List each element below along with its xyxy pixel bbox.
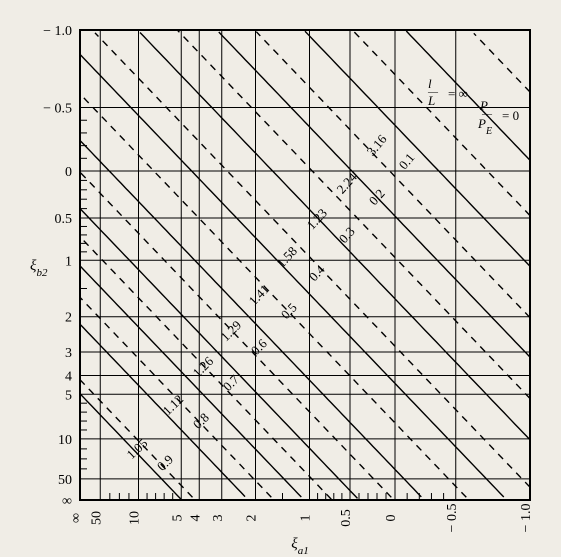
dashed-curve	[354, 32, 530, 216]
svg-text:1: 1	[299, 515, 314, 522]
svg-text:∞: ∞	[62, 494, 72, 509]
dashed-curve	[474, 33, 530, 92]
svg-text:50: 50	[58, 473, 72, 488]
svg-text:0.5: 0.5	[339, 509, 354, 527]
header-label: L	[427, 93, 435, 108]
curve-label: 1.41	[245, 281, 272, 308]
curve-label: 0.5	[278, 300, 300, 322]
header-labels: l—L= ∞P—PE= 0	[427, 76, 519, 137]
svg-text:− 0.5: − 0.5	[43, 102, 72, 117]
solid-curve	[80, 209, 358, 499]
svg-text:1: 1	[65, 254, 72, 269]
svg-text:0.5: 0.5	[55, 212, 73, 227]
solid-curve	[406, 31, 530, 160]
svg-text:5: 5	[65, 388, 72, 403]
curve-label: 3.16	[363, 131, 389, 158]
curve-label: 1.05	[123, 435, 150, 461]
solid-curve	[80, 266, 301, 497]
curve-label: 1.12	[159, 391, 186, 418]
svg-text:3: 3	[211, 515, 226, 522]
header-label: = 0	[502, 108, 519, 123]
y-axis-label: ξb2	[30, 258, 48, 279]
curve-label: 0.1	[396, 150, 418, 172]
svg-text:− 1.0: − 1.0	[43, 24, 72, 39]
curve-label: 1.58	[273, 243, 299, 270]
svg-text:4: 4	[188, 515, 203, 522]
curve-label: 0.9	[154, 452, 176, 474]
curve-label: 1.23	[303, 205, 329, 232]
dashed-curve	[256, 32, 530, 318]
curve-label: 0.3	[336, 224, 358, 246]
curve-label: 0.6	[248, 335, 270, 357]
svg-text:4: 4	[65, 369, 72, 384]
x-axis-label: ξa1	[291, 536, 308, 557]
svg-text:0: 0	[65, 165, 72, 180]
svg-text:2: 2	[65, 311, 72, 326]
svg-text:∞: ∞	[69, 513, 84, 523]
svg-text:5: 5	[170, 515, 185, 522]
dashed-curve	[178, 30, 531, 398]
header-label: = ∞	[448, 86, 468, 101]
svg-text:0: 0	[384, 515, 399, 522]
svg-text:− 1.0: − 1.0	[519, 504, 534, 533]
svg-text:− 0.5: − 0.5	[445, 504, 460, 533]
curve-labels: 3.162.241.231.581.411.291.261.121.050.10…	[123, 131, 417, 474]
svg-text:10: 10	[58, 433, 72, 448]
curve-label: 2.24	[333, 169, 360, 196]
svg-text:10: 10	[128, 511, 143, 525]
curve-label: 0.8	[190, 410, 212, 432]
svg-text:2: 2	[245, 515, 260, 522]
svg-text:3: 3	[65, 346, 72, 361]
svg-text:50: 50	[89, 511, 104, 525]
